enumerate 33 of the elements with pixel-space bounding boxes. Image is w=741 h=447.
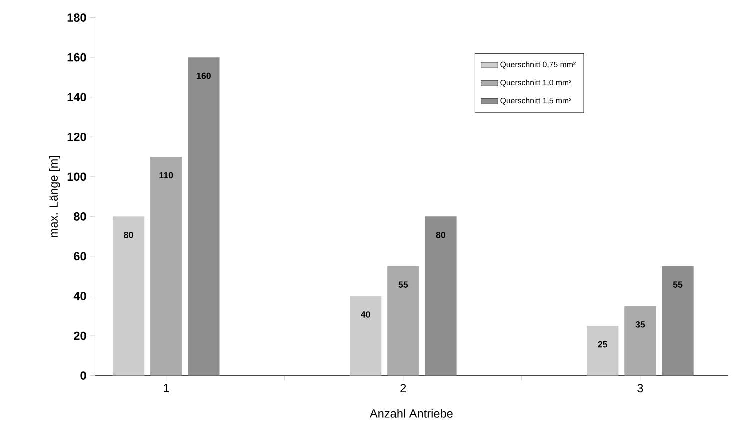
- y-axis-title: max. Länge [m]: [49, 156, 60, 238]
- bar: [587, 326, 619, 376]
- y-tick-label: 20: [74, 332, 86, 340]
- bar: [425, 216, 457, 376]
- bar: [388, 266, 420, 376]
- bar: [150, 157, 182, 376]
- x-tick-label: 2: [400, 384, 406, 392]
- bar: [112, 216, 145, 376]
- data-label: 80: [124, 232, 134, 238]
- y-tick-label: 140: [68, 93, 86, 102]
- data-label: 80: [436, 232, 446, 238]
- data-label: 110: [160, 172, 174, 179]
- x-tick-label: 1: [164, 384, 170, 392]
- y-tick-label: 160: [68, 53, 86, 62]
- y-tick-label: 80: [74, 212, 86, 221]
- y-tick-label: 0: [80, 372, 86, 380]
- bar: [662, 266, 694, 376]
- x-tick-label: 3: [638, 384, 644, 393]
- bar: [350, 296, 382, 376]
- data-label: 25: [598, 341, 608, 348]
- data-label: 35: [636, 322, 646, 328]
- data-label: 160: [197, 72, 211, 80]
- y-tick-label: 40: [74, 292, 86, 300]
- y-tick-label: 60: [74, 252, 86, 261]
- bar: [624, 306, 656, 376]
- bar: [188, 58, 220, 376]
- y-tick-label: 120: [68, 132, 86, 142]
- data-label: 55: [673, 282, 683, 288]
- data-label: 40: [361, 312, 370, 318]
- y-tick-label: 180: [68, 14, 86, 22]
- x-axis-title: Anzahl Antriebe: [370, 409, 453, 418]
- data-label: 55: [398, 282, 408, 288]
- y-tick-label: 100: [68, 172, 86, 182]
